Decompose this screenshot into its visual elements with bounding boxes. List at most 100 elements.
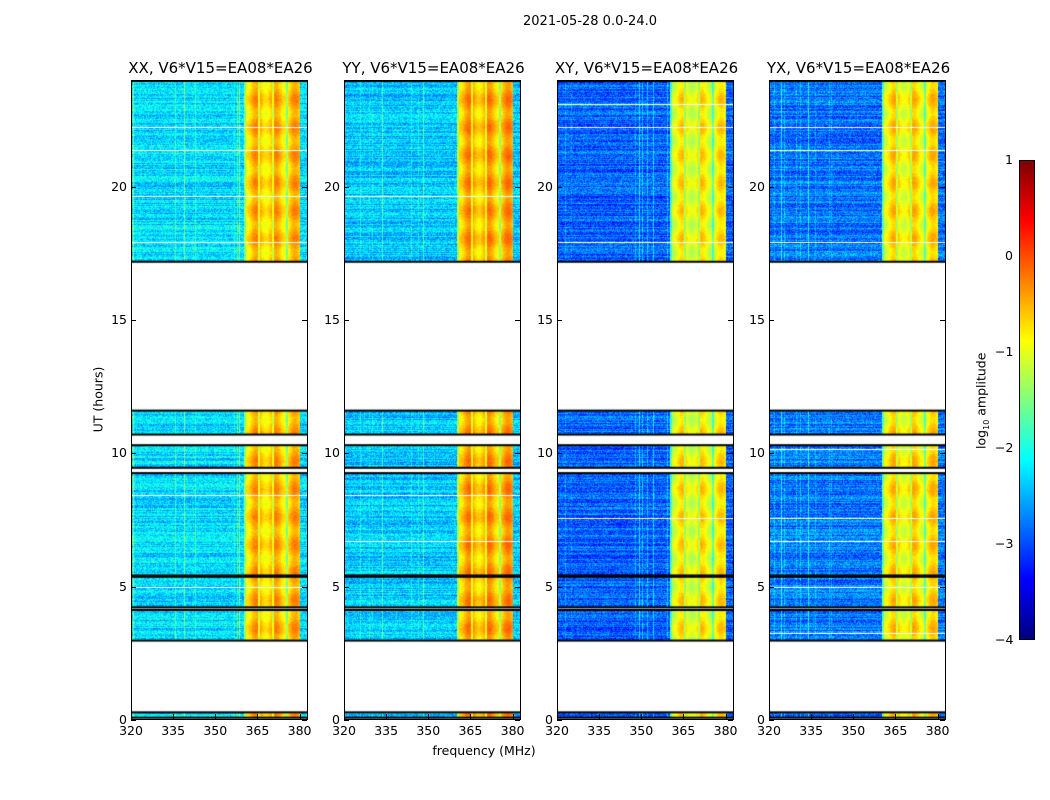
y-tick-label: 20 <box>537 178 553 194</box>
y-tick-mark <box>131 720 136 721</box>
panel-title: XY, V6*V15=EA08*EA26 <box>554 59 739 77</box>
y-axis-label: UT (hours) <box>90 366 106 433</box>
x-tick-label: 335 <box>587 723 612 738</box>
y-tick-mark <box>302 186 307 188</box>
y-tick-mark <box>940 186 945 188</box>
y-tick-mark <box>728 453 733 455</box>
y-tick-label: 0 <box>545 712 553 727</box>
y-tick-label: 20 <box>324 178 340 194</box>
x-tick-label: 335 <box>161 723 186 738</box>
x-tick-label: 320 <box>757 723 781 738</box>
x-tick-mark <box>725 714 727 719</box>
y-tick-label: 20 <box>111 178 127 194</box>
spectrogram-panel-1: XX, V6*V15=EA08*EA26 <box>128 59 313 720</box>
y-tick-mark <box>131 320 136 321</box>
y-tick-label: 20 <box>749 178 765 194</box>
x-tick-mark <box>895 714 897 719</box>
colorbar-label-main: log <box>973 429 989 449</box>
y-tick-mark <box>940 586 945 588</box>
y-tick-mark <box>344 453 349 455</box>
y-tick-mark <box>515 186 520 188</box>
spectrogram-heatmap <box>770 81 945 719</box>
y-tick-label: 5 <box>119 578 127 594</box>
x-tick-label: 365 <box>245 723 270 738</box>
y-tick-label: 15 <box>111 312 127 327</box>
x-tick-mark <box>769 714 770 719</box>
y-tick-mark <box>344 320 349 321</box>
colorbar-label-sub: 10 <box>981 419 991 430</box>
spectrogram-heatmap <box>132 81 307 719</box>
x-tick-mark <box>853 714 855 719</box>
x-tick-label: 335 <box>799 723 824 738</box>
y-tick-label: 0 <box>119 712 127 727</box>
x-tick-label: 365 <box>458 723 483 738</box>
panel-title: YY, V6*V15=EA08*EA26 <box>342 59 525 77</box>
colorbar-label-rest: amplitude <box>973 352 989 420</box>
x-tick-label: 380 <box>713 723 738 738</box>
colorbar-tick-label: −2 <box>995 440 1014 455</box>
y-tick-mark <box>557 720 562 721</box>
y-tick-mark <box>515 720 520 721</box>
x-tick-mark <box>173 714 175 719</box>
colorbar-tick-label: −3 <box>995 536 1014 551</box>
y-tick-mark <box>940 320 945 321</box>
y-tick-mark <box>769 453 774 455</box>
figure-title: 2021-05-28 0.0-24.0 <box>523 14 657 29</box>
y-tick-mark <box>557 320 562 321</box>
colorbar <box>1019 160 1035 640</box>
colorbar-tick-label: −4 <box>995 632 1014 647</box>
y-tick-mark <box>728 186 733 188</box>
x-tick-label: 320 <box>119 723 143 738</box>
x-tick-mark <box>257 714 259 719</box>
y-tick-label: 10 <box>324 445 340 461</box>
y-tick-mark <box>344 186 349 188</box>
y-tick-label: 5 <box>757 578 765 594</box>
spectrogram-panel-2: YY, V6*V15=EA08*EA26 <box>342 59 525 720</box>
y-tick-mark <box>131 586 136 588</box>
x-tick-label: 350 <box>416 723 441 738</box>
x-tick-label: 335 <box>374 723 399 738</box>
y-tick-mark <box>769 720 774 721</box>
x-tick-label: 380 <box>925 723 950 738</box>
y-tick-mark <box>131 186 136 188</box>
y-tick-mark <box>302 720 307 721</box>
x-tick-mark <box>937 714 939 719</box>
x-tick-mark <box>386 714 388 719</box>
x-tick-mark <box>428 714 430 719</box>
y-tick-mark <box>557 453 562 455</box>
x-tick-mark <box>557 714 558 719</box>
y-tick-label: 15 <box>324 312 340 327</box>
x-tick-mark <box>470 714 472 719</box>
y-tick-mark <box>769 586 774 588</box>
y-tick-mark <box>940 453 945 455</box>
y-tick-label: 10 <box>111 445 127 461</box>
y-tick-mark <box>131 453 136 455</box>
y-tick-mark <box>728 586 733 588</box>
x-tick-mark <box>683 714 685 719</box>
y-tick-mark <box>344 586 349 588</box>
y-tick-mark <box>302 586 307 588</box>
y-tick-mark <box>557 186 562 188</box>
x-tick-label: 320 <box>545 723 569 738</box>
x-tick-mark <box>641 714 643 719</box>
y-tick-mark <box>515 320 520 321</box>
y-tick-label: 15 <box>537 312 553 327</box>
x-tick-label: 320 <box>332 723 356 738</box>
x-tick-label: 365 <box>671 723 696 738</box>
x-axis-label: frequency (MHz) <box>432 743 536 758</box>
x-tick-label: 350 <box>841 723 866 738</box>
y-tick-mark <box>940 720 945 721</box>
y-tick-mark <box>302 453 307 455</box>
colorbar-label: log10 amplitude <box>973 331 991 471</box>
x-tick-mark <box>599 714 601 719</box>
y-tick-mark <box>769 186 774 188</box>
y-tick-label: 5 <box>332 578 340 594</box>
y-tick-mark <box>344 720 349 721</box>
y-tick-mark <box>728 720 733 721</box>
x-tick-label: 380 <box>500 723 525 738</box>
y-tick-label: 10 <box>749 445 765 461</box>
spectrogram-heatmap <box>558 81 733 719</box>
x-tick-mark <box>131 714 132 719</box>
colorbar-tick-label: 0 <box>1005 248 1013 263</box>
